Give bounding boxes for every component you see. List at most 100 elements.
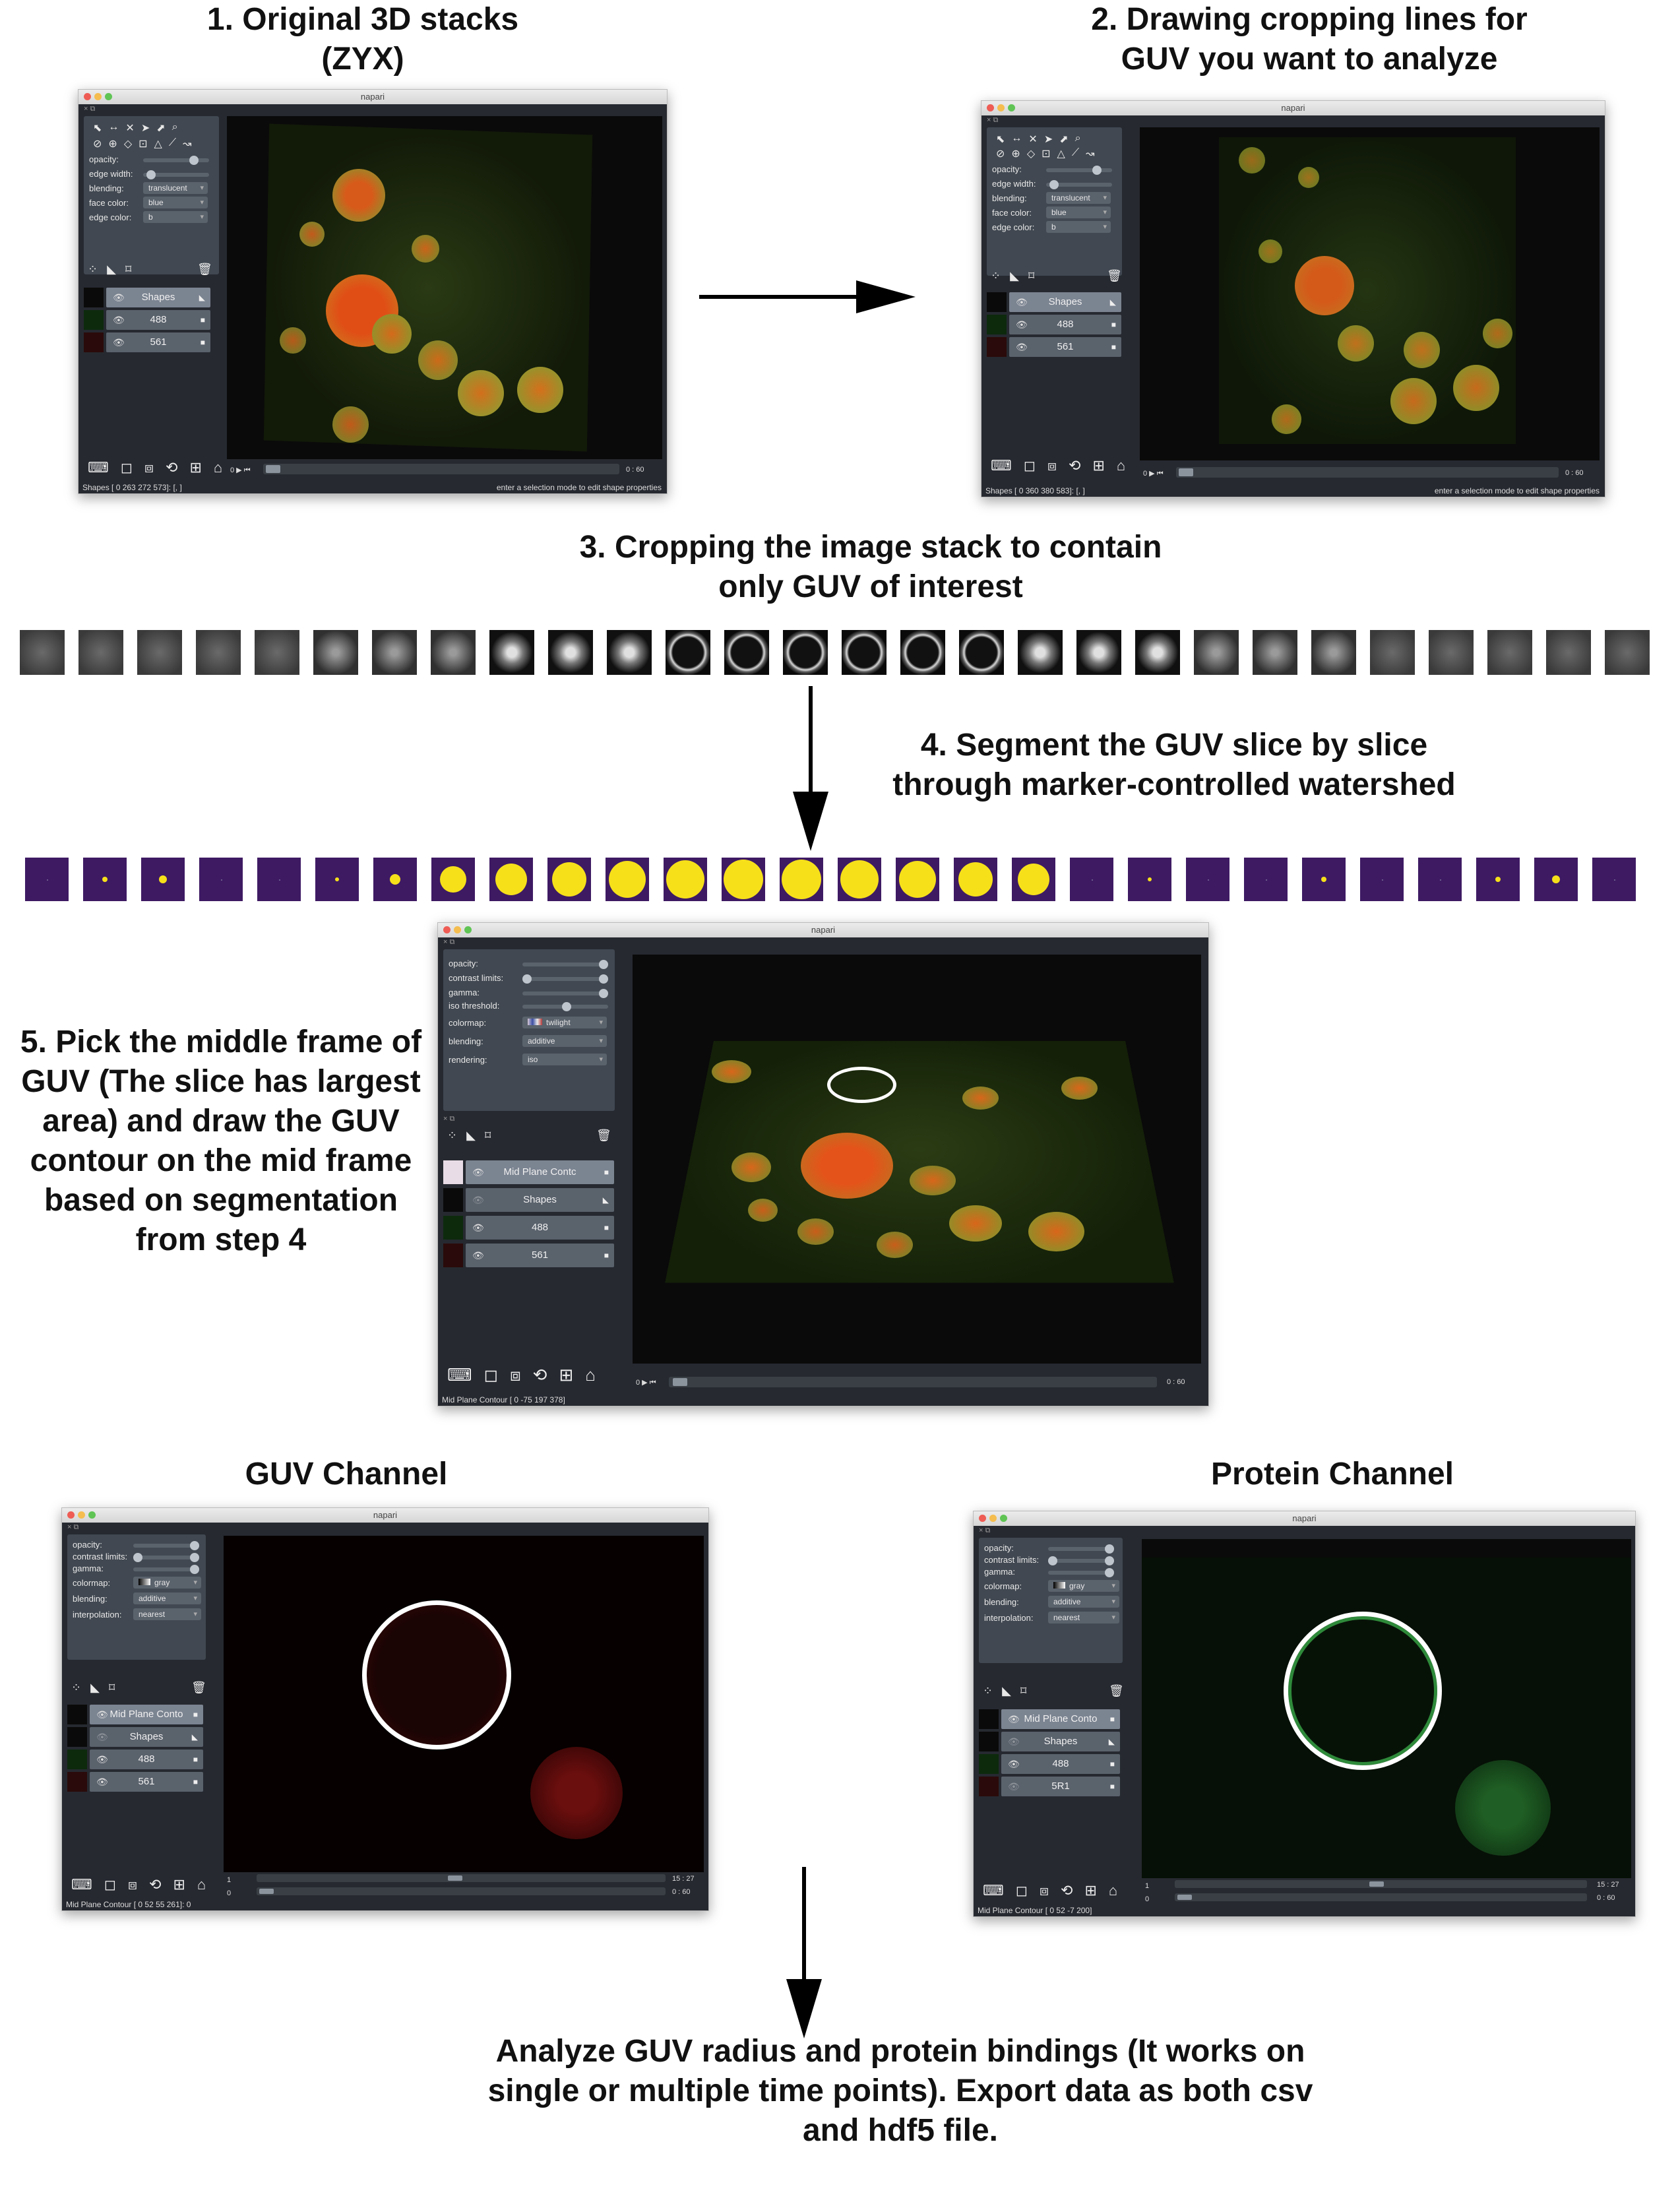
blending-select[interactable]: translucent (143, 182, 208, 194)
shapes-icon[interactable]: ◣ (466, 1129, 476, 1142)
minimize-icon[interactable] (989, 1515, 997, 1522)
layer-561[interactable]: 👁 561 ■ (987, 337, 1121, 357)
shape-tools[interactable]: ⬉ ↔ ✕ ➤ ⬈ ⌕ (93, 121, 178, 134)
opacity-slider[interactable] (1048, 1544, 1114, 1554)
z-slider[interactable] (669, 1377, 1157, 1387)
layer-561[interactable]: 👁 561 ■ (443, 1244, 614, 1267)
grid-icon[interactable]: ⊞ (189, 459, 202, 476)
layer-488[interactable]: 👁 488 ■ (84, 310, 210, 330)
points-icon[interactable]: ⁘ (71, 1681, 82, 1694)
opacity-slider[interactable] (522, 960, 608, 969)
zoom-icon[interactable] (464, 926, 472, 933)
play-button[interactable]: 0 ▶ ⏮ (230, 466, 251, 474)
layer-561[interactable]: 👁 561 ■ (67, 1772, 203, 1792)
cube-icon[interactable]: ⧈ (1040, 1882, 1049, 1899)
eye-icon[interactable]: 👁 (1016, 319, 1028, 330)
home-icon[interactable]: ⌂ (585, 1365, 596, 1385)
layer-488[interactable]: 👁 488 ■ (979, 1754, 1120, 1774)
z-play-button[interactable]: 0 (227, 1889, 232, 1897)
eye-icon[interactable]: 👁 (472, 1222, 484, 1233)
colormap-select[interactable]: twilight (522, 1017, 607, 1028)
time-play-button[interactable]: 1 (1145, 1882, 1150, 1890)
time-slider[interactable] (1175, 1880, 1587, 1888)
rendering-select[interactable]: iso (522, 1054, 607, 1065)
play-button[interactable]: 0 ▶ ⏮ (636, 1379, 656, 1387)
labels-icon[interactable]: ⌑ (1020, 1684, 1027, 1697)
trash-icon[interactable]: 🗑 (191, 1681, 206, 1694)
trash-icon[interactable]: 🗑 (197, 263, 212, 276)
layer-488[interactable]: 👁 488 ■ (443, 1216, 614, 1240)
cube-icon[interactable]: ⧈ (510, 1365, 521, 1385)
eye-icon[interactable]: 👁 (1008, 1781, 1020, 1792)
blending-select[interactable]: additive (522, 1035, 607, 1047)
labels-icon[interactable]: ⌑ (1028, 269, 1035, 282)
shape-tools-2[interactable]: ⊘ ⊕ ◇ ⊡ △ ⟋ ↝ (996, 147, 1095, 160)
edge-width-slider[interactable] (1046, 180, 1112, 189)
layer-shapes[interactable]: 👁 Shapes ◣ (443, 1188, 614, 1212)
iso-threshold-slider[interactable] (522, 1002, 608, 1011)
z-slider[interactable] (1176, 467, 1559, 478)
eye-icon[interactable]: 👁 (113, 292, 125, 303)
square-icon[interactable]: ◻ (1015, 1882, 1028, 1899)
opacity-slider[interactable] (133, 1541, 199, 1550)
close-icon[interactable] (84, 93, 91, 100)
zoom-icon[interactable] (88, 1511, 96, 1519)
interpolation-select[interactable]: nearest (133, 1608, 201, 1620)
shapes-icon[interactable]: ◣ (107, 263, 116, 276)
blending-select[interactable]: additive (1048, 1596, 1119, 1608)
minimize-icon[interactable] (454, 926, 461, 933)
opacity-slider[interactable] (143, 156, 209, 165)
trash-icon[interactable]: 🗑 (596, 1129, 611, 1142)
layer-shapes[interactable]: 👁 Shapes ◣ (84, 288, 210, 307)
layer-561[interactable]: 👁 5R1 ■ (979, 1777, 1120, 1796)
square-icon[interactable]: ◻ (120, 459, 133, 476)
eye-icon[interactable]: 👁 (1008, 1759, 1020, 1769)
viewer-canvas[interactable] (1140, 127, 1600, 460)
blending-select[interactable]: translucent (1046, 192, 1111, 204)
eye-icon[interactable]: 👁 (96, 1754, 108, 1765)
square-icon[interactable]: ◻ (104, 1876, 117, 1893)
close-icon[interactable] (979, 1515, 986, 1522)
play-button[interactable]: 0 ▶ ⏮ (1143, 470, 1164, 478)
edge-width-slider[interactable] (143, 170, 209, 179)
shape-tools-2[interactable]: ⊘ ⊕ ◇ ⊡ △ ⟋ ↝ (93, 137, 192, 150)
gamma-slider[interactable] (133, 1565, 199, 1574)
time-play-button[interactable]: 1 (227, 1876, 232, 1884)
square-icon[interactable]: ◻ (483, 1365, 499, 1385)
points-icon[interactable]: ⁘ (88, 263, 98, 276)
layer-mid-plane-contour[interactable]: 👁 Mid Plane Conto ■ (67, 1705, 203, 1724)
minimize-icon[interactable] (78, 1511, 85, 1519)
labels-icon[interactable]: ⌑ (108, 1681, 115, 1694)
grid-icon[interactable]: ⊞ (173, 1876, 185, 1893)
trash-icon[interactable]: 🗑 (1107, 269, 1122, 282)
points-icon[interactable]: ⁘ (447, 1129, 458, 1142)
layer-shapes[interactable]: 👁 Shapes ◣ (979, 1732, 1120, 1751)
viewer-canvas[interactable] (633, 955, 1201, 1364)
viewer-canvas[interactable] (1142, 1539, 1631, 1878)
opacity-slider[interactable] (1046, 166, 1112, 175)
terminal-icon[interactable]: ⌨ (447, 1365, 472, 1385)
minimize-icon[interactable] (997, 104, 1005, 111)
cube-icon[interactable]: ⧈ (144, 459, 154, 476)
grid-icon[interactable]: ⊞ (1092, 457, 1105, 474)
interpolation-select[interactable]: nearest (1048, 1612, 1119, 1623)
home-icon[interactable]: ⌂ (1116, 457, 1126, 474)
eye-icon[interactable]: 👁 (1016, 342, 1028, 352)
labels-icon[interactable]: ⌑ (125, 263, 132, 276)
grid-icon[interactable]: ⊞ (559, 1365, 574, 1385)
z-play-button[interactable]: 0 (1145, 1895, 1150, 1903)
edge-color-select[interactable]: b (143, 211, 208, 223)
contrast-limits-slider[interactable] (1048, 1556, 1114, 1565)
shapes-icon[interactable]: ◣ (1010, 269, 1019, 282)
terminal-icon[interactable]: ⌨ (71, 1876, 92, 1893)
shapes-icon[interactable]: ◣ (1002, 1684, 1011, 1697)
rotate-icon[interactable]: ⟲ (1069, 457, 1081, 474)
eye-icon[interactable]: 👁 (472, 1250, 484, 1261)
home-icon[interactable]: ⌂ (213, 459, 223, 476)
cube-icon[interactable]: ⧈ (1047, 457, 1057, 474)
rotate-icon[interactable]: ⟲ (166, 459, 178, 476)
eye-icon[interactable]: 👁 (96, 1777, 108, 1787)
terminal-icon[interactable]: ⌨ (991, 457, 1012, 474)
points-icon[interactable]: ⁘ (983, 1684, 993, 1697)
eye-icon[interactable]: 👁 (113, 315, 125, 325)
